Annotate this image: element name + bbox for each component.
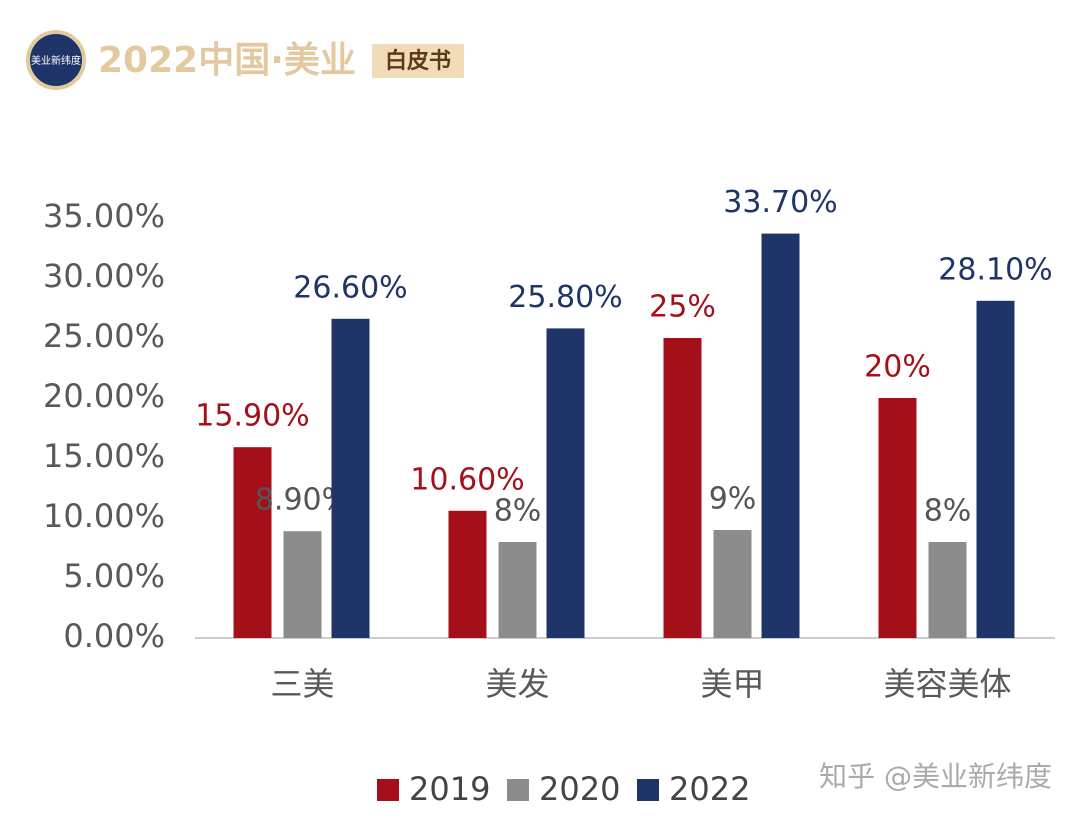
bar xyxy=(498,542,537,638)
legend-label: 2020 xyxy=(539,770,620,808)
x-tick-label: 美甲 xyxy=(700,665,764,703)
logo-text: 美业新纬度 xyxy=(31,54,81,67)
bar xyxy=(546,328,585,638)
legend-label: 2019 xyxy=(409,770,490,808)
bar xyxy=(976,300,1015,638)
y-tick-label: 35.00% xyxy=(43,197,165,235)
y-tick-label: 30.00% xyxy=(43,257,165,295)
header-title: 2022中国·美业 xyxy=(98,40,356,81)
legend-label: 2022 xyxy=(669,770,750,808)
bar xyxy=(761,233,800,638)
value-label: 28.10% xyxy=(938,252,1052,287)
bar xyxy=(283,531,322,638)
value-label: 25.80% xyxy=(508,280,622,315)
badge xyxy=(372,44,464,78)
bar xyxy=(663,338,702,638)
x-tick-label: 美发 xyxy=(485,665,549,703)
bar xyxy=(928,542,967,638)
value-label: 25% xyxy=(649,290,716,325)
value-label: 15.90% xyxy=(195,399,309,434)
bar xyxy=(233,447,272,638)
watermark: 知乎 @美业新纬度 xyxy=(819,760,1052,793)
bar xyxy=(713,530,752,638)
value-label: 33.70% xyxy=(723,185,837,220)
y-tick-label: 15.00% xyxy=(43,437,165,475)
bar xyxy=(331,318,370,638)
x-tick-label: 美容美体 xyxy=(883,665,1011,703)
y-tick-label: 10.00% xyxy=(43,497,165,535)
logo xyxy=(26,30,86,90)
bar xyxy=(878,398,917,638)
value-label: 26.60% xyxy=(293,270,407,305)
value-label: 9% xyxy=(709,482,757,517)
legend-swatch xyxy=(637,779,659,801)
y-tick-label: 5.00% xyxy=(63,557,165,595)
y-tick-label: 0.00% xyxy=(63,617,165,655)
y-tick-label: 25.00% xyxy=(43,317,165,355)
value-label: 8% xyxy=(494,494,542,529)
value-label: 8% xyxy=(924,494,972,529)
x-tick-label: 三美 xyxy=(270,665,334,703)
value-label: 20% xyxy=(864,350,931,385)
legend-swatch xyxy=(377,779,399,801)
y-tick-label: 20.00% xyxy=(43,377,165,415)
badge-text: 白皮书 xyxy=(385,48,451,74)
legend-swatch xyxy=(507,779,529,801)
value-label: 10.60% xyxy=(410,462,524,497)
bar xyxy=(448,510,487,638)
